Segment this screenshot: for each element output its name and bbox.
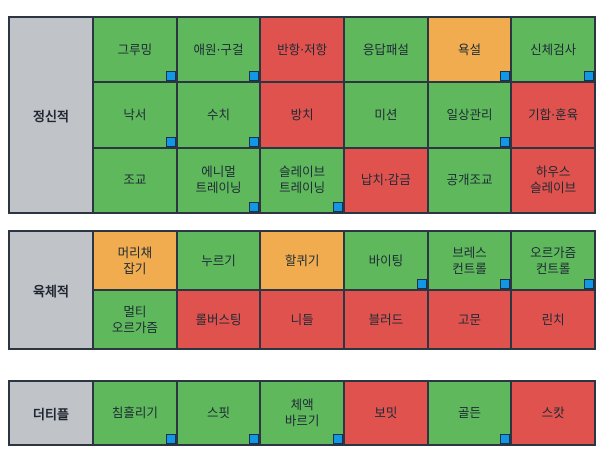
tag-cell[interactable]: 누르기	[177, 232, 260, 289]
marker-square-icon	[500, 434, 511, 444]
tag-cell[interactable]: 그루밍	[94, 18, 176, 82]
marker-square-icon	[249, 136, 260, 147]
tag-cell[interactable]: 스핏	[177, 382, 260, 444]
tag-cell[interactable]: 에니멀 트레이닝	[177, 148, 260, 212]
tag-cell-label: 바이팅	[368, 252, 404, 268]
tag-cell[interactable]: 욕설	[428, 18, 511, 82]
marker-square-icon	[165, 71, 176, 82]
tag-cell[interactable]: 애원·구걸	[177, 18, 260, 82]
marker-square-icon	[332, 201, 343, 212]
tag-cell-label: 신체검사	[530, 41, 577, 57]
tag-cell[interactable]: 고문	[428, 291, 511, 348]
tag-cell[interactable]: 수치	[177, 83, 260, 147]
tag-cell-label: 골든	[457, 405, 481, 420]
tag-cell[interactable]: 방치	[261, 83, 343, 147]
tag-cell[interactable]: 슬레이브 트레이닝	[261, 148, 343, 212]
marker-square-icon	[583, 71, 594, 82]
tag-cell-label: 할퀴기	[284, 252, 320, 268]
marker-square-icon	[500, 279, 511, 289]
group-label: 더티플	[10, 382, 92, 444]
tag-cell-label: 블러드	[368, 311, 404, 327]
tag-cell[interactable]: 미션	[344, 83, 427, 147]
tag-cell-label: 애원·구걸	[193, 41, 244, 57]
tag-cell[interactable]: 바이팅	[344, 232, 427, 289]
tag-cell[interactable]: 반항·저항	[261, 18, 343, 82]
marker-square-icon	[583, 279, 594, 289]
tag-cell-label: 체액 바르기	[284, 397, 320, 428]
tag-cell[interactable]: 공개조교	[428, 148, 511, 212]
tag-cell-label: 일상관리	[446, 106, 493, 122]
tag-cell[interactable]: 골든	[428, 382, 511, 444]
tag-cell[interactable]: 조교	[94, 148, 176, 212]
marker-square-icon	[249, 434, 260, 444]
tag-cell[interactable]: 응답패설	[344, 18, 427, 82]
tag-cell[interactable]: 블러드	[344, 291, 427, 348]
marker-square-icon	[165, 434, 176, 444]
group-label: 정신적	[10, 18, 92, 212]
tag-cell-label: 기합·훈육	[528, 106, 579, 122]
tag-cell-label: 스캇	[541, 405, 565, 420]
tag-cell[interactable]: 납치·감금	[344, 148, 427, 212]
tag-cell-label: 롤버스팅	[195, 311, 242, 327]
tag-cell-label: 욕설	[457, 41, 481, 57]
tag-cell-label: 조교	[123, 172, 147, 188]
tag-cell-label: 미션	[374, 106, 398, 122]
cell-grid: 침흘리기 스핏 체액 바르기 보밋 골든 스캇	[94, 382, 594, 444]
tag-cell-label: 낙서	[123, 106, 147, 122]
tag-cell-label: 스핏	[206, 405, 230, 420]
tag-cell[interactable]: 하우스 슬레이브	[512, 148, 594, 212]
tag-cell[interactable]: 니들	[261, 291, 343, 348]
tag-cell[interactable]: 린치	[512, 291, 594, 348]
tag-cell-label: 슬레이브 트레이닝	[279, 164, 326, 196]
tag-cell-label: 에니멀 트레이닝	[195, 164, 242, 196]
tag-cell[interactable]: 신체검사	[512, 18, 594, 82]
tag-cell[interactable]: 체액 바르기	[261, 382, 343, 444]
tag-cell-label: 보밋	[374, 405, 398, 420]
tag-cell[interactable]: 스캇	[512, 382, 594, 444]
tag-cell-label: 누르기	[201, 252, 236, 268]
marker-square-icon	[416, 279, 427, 289]
tag-cell-label: 린치	[541, 311, 565, 327]
tag-cell-label: 오르가즘 컨트롤	[530, 244, 577, 276]
tag-cell-label: 수치	[206, 106, 230, 122]
marker-square-icon	[165, 136, 176, 147]
tag-cell[interactable]: 오르가즘 컨트롤	[512, 232, 594, 289]
marker-square-icon	[500, 136, 511, 147]
tag-cell[interactable]: 할퀴기	[261, 232, 343, 289]
tag-cell-label: 납치·감금	[360, 172, 411, 188]
marker-square-icon	[500, 71, 511, 82]
tag-cell-label: 침흘리기	[111, 405, 158, 420]
tag-cell[interactable]: 일상관리	[428, 83, 511, 147]
tag-cell[interactable]: 롤버스팅	[177, 291, 260, 348]
tag-cell-label: 머리채 잡기	[117, 244, 153, 276]
tag-cell-label: 고문	[457, 311, 481, 327]
tag-cell[interactable]: 멀티 오르가즘	[94, 291, 176, 348]
tag-cell[interactable]: 낙서	[94, 83, 176, 147]
marker-square-icon	[332, 434, 343, 444]
tag-cell-label: 하우스 슬레이브	[530, 164, 577, 196]
tag-cell-label: 공개조교	[446, 172, 493, 188]
marker-square-icon	[249, 201, 260, 212]
tag-cell-label: 반항·저항	[277, 41, 328, 57]
tag-cell[interactable]: 침흘리기	[94, 382, 176, 444]
tag-cell-label: 방치	[290, 106, 314, 122]
tag-cell-label: 브레스 컨트롤	[452, 244, 487, 276]
tag-cell-label: 응답패설	[362, 41, 409, 57]
tag-cell[interactable]: 브레스 컨트롤	[428, 232, 511, 289]
group-dirty: 더티플 침흘리기 스핏 체액 바르기 보밋 골든 스캇	[8, 380, 596, 446]
tag-cell[interactable]: 보밋	[344, 382, 427, 444]
tag-cell-label: 니들	[290, 311, 314, 327]
tag-cell-label: 멀티 오르가즘	[111, 303, 158, 335]
tag-cell[interactable]: 기합·훈육	[512, 83, 594, 147]
tag-cell[interactable]: 머리채 잡기	[94, 232, 176, 289]
group-label: 육체적	[10, 232, 92, 348]
marker-square-icon	[249, 71, 260, 82]
tag-cell-label: 그루밍	[117, 41, 153, 57]
